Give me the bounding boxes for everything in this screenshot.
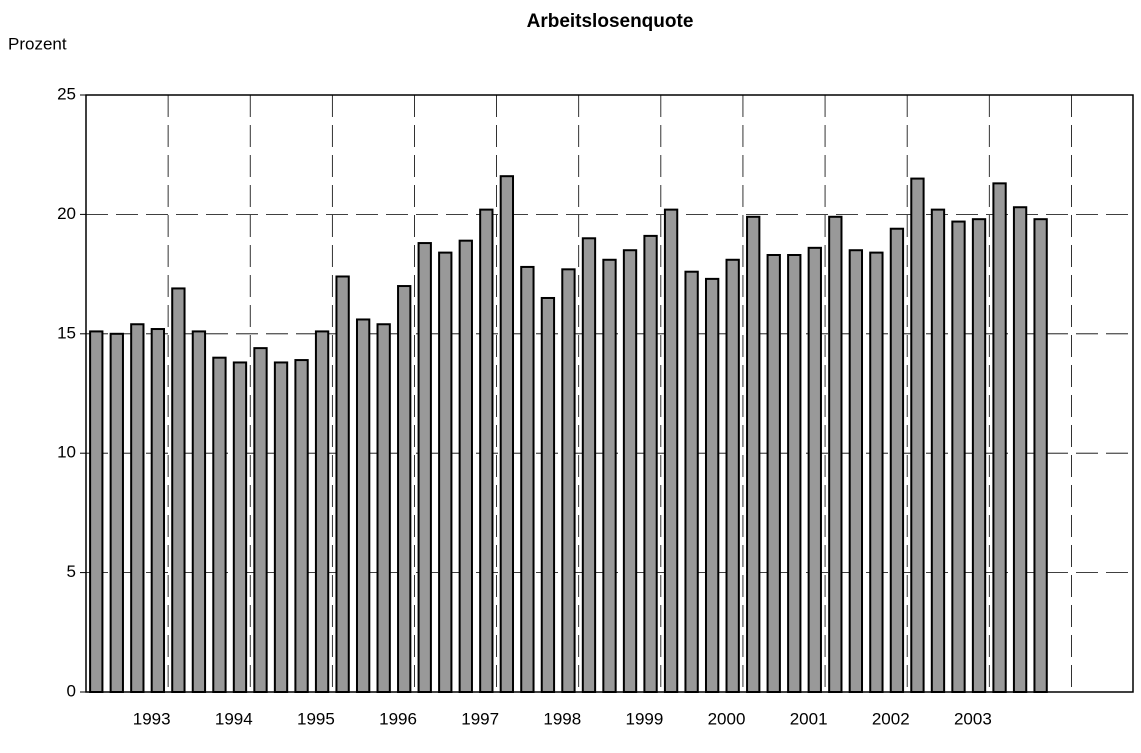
x-tick-label: 2003 [954,709,992,728]
bar [869,251,884,693]
bar [273,361,289,693]
bar [807,246,822,693]
bar [848,249,864,693]
bar [499,175,515,693]
x-tick-label: 1995 [297,709,335,728]
bar [910,177,925,693]
bar [335,275,350,693]
bar [232,361,248,693]
bar [253,347,268,693]
bar [397,285,412,693]
bar [479,208,494,693]
x-tick-label: 1997 [461,709,499,728]
x-tick-label: 1996 [379,709,417,728]
bar [787,253,802,693]
bar [930,208,946,693]
chart-title: Arbeitslosenquote [527,11,694,32]
bar [602,258,617,693]
y-tick-label: 20 [57,204,76,223]
bar [992,182,1007,694]
y-axis-label: Prozent [8,34,67,53]
bar [889,227,905,693]
plot-border [85,94,1134,693]
bar [314,330,330,693]
bar [150,328,166,693]
y-tick-label: 25 [57,84,76,103]
bar [376,323,391,693]
y-tick-label: 15 [57,323,76,342]
bar [684,270,699,693]
bar [725,258,740,693]
y-tick-label: 10 [57,443,76,462]
x-tick-label: 1993 [133,709,171,728]
bar [458,239,473,693]
x-tick-label: 2002 [872,709,910,728]
bar [971,218,987,693]
x-tick-label: 2001 [790,709,828,728]
bar [520,265,535,693]
bar [1033,218,1048,693]
bar [109,332,124,693]
y-tick-label: 5 [67,562,76,581]
bar [766,253,781,693]
x-tick-label: 2000 [708,709,746,728]
bar [171,287,186,693]
bar [294,359,309,693]
bar [951,220,966,693]
y-tick-label: 0 [67,681,76,700]
bar [828,215,843,693]
bar [704,277,720,693]
bar [417,242,432,693]
bar [212,356,227,693]
bar [89,330,104,693]
bar [191,330,207,693]
bar [561,268,576,693]
bar [663,208,679,693]
x-tick-label: 1994 [215,709,253,728]
bar [746,215,761,693]
bar [130,323,145,693]
bar [622,249,638,693]
x-tick-label: 1999 [625,709,663,728]
bar [355,318,371,693]
bar [540,296,556,693]
bar [438,251,453,693]
bar [643,234,658,693]
x-tick-label: 1998 [543,709,581,728]
bar [581,237,597,693]
bar [1012,206,1028,693]
